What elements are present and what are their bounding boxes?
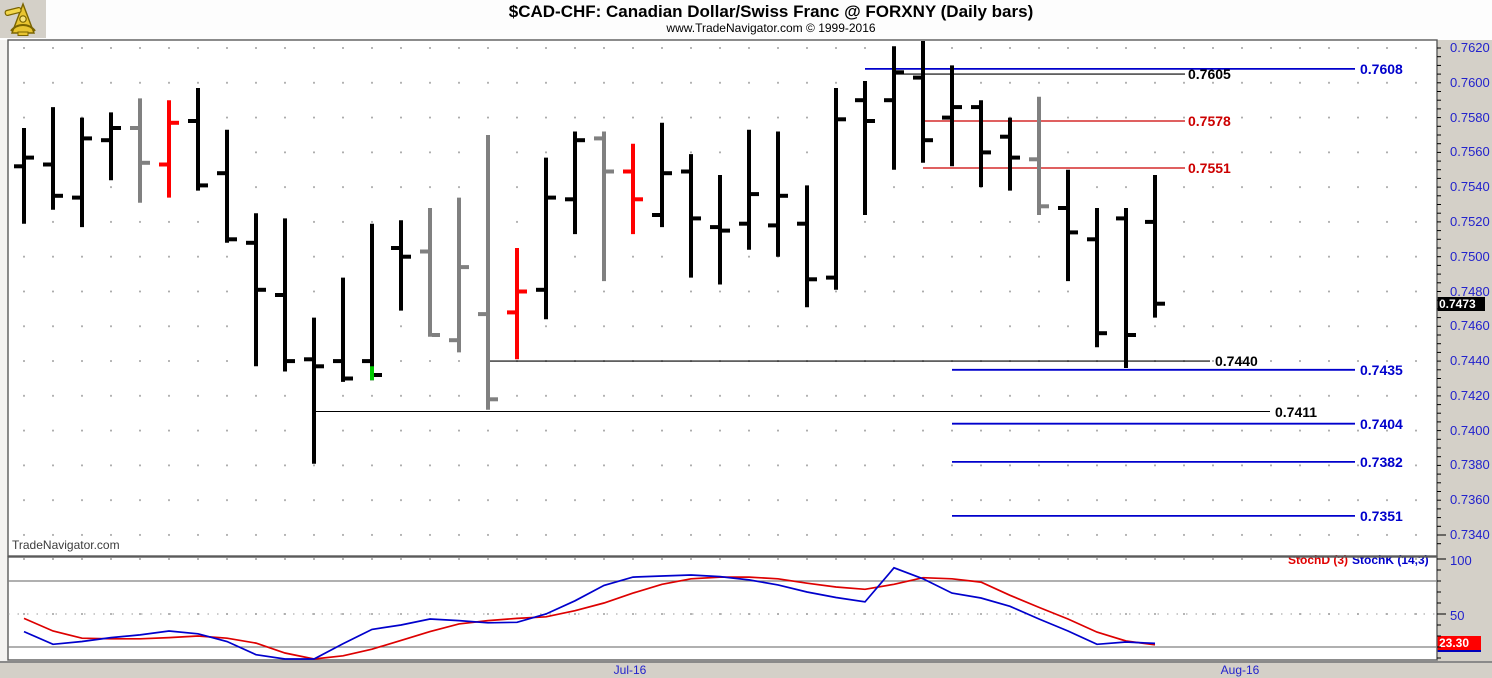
price-axis-label: 0.7440 (1450, 353, 1490, 369)
left-margin (0, 40, 8, 661)
price-axis-label: 0.7460 (1450, 318, 1490, 334)
price-axis-label: 0.7620 (1450, 40, 1490, 55)
level-line-label: 0.7608 (1360, 60, 1403, 77)
level-line-label: 0.7551 (1188, 160, 1231, 176)
price-axis-label: 0.7420 (1450, 387, 1490, 403)
level-line-label: 0.7351 (1360, 507, 1403, 524)
last-price-badge: 0.7473 (1437, 297, 1485, 311)
price-axis-label: 0.7580 (1450, 109, 1490, 125)
stoch-axis-label: 100 (1450, 553, 1472, 568)
price-axis-label: 0.7480 (1450, 283, 1490, 299)
watermark-text: TradeNavigator.com (12, 538, 120, 552)
chart-subtitle: www.TradeNavigator.com © 1999-2016 (666, 21, 876, 35)
price-axis-label: 0.7540 (1450, 179, 1490, 195)
level-line-label: 0.7411 (1275, 403, 1318, 420)
price-axis-label: 0.7600 (1450, 74, 1490, 90)
tradenavigator-logo-icon (3, 2, 43, 42)
level-line-label: 0.7605 (1188, 66, 1231, 83)
stoch-axis-label: 50 (1450, 608, 1465, 623)
level-line-label: 0.7404 (1360, 415, 1403, 432)
time-axis-band[interactable] (0, 661, 1492, 678)
stoch-value-badge: 23.30 (1437, 636, 1481, 652)
legend-stochk: StochK (14,3) (1352, 553, 1429, 567)
price-axis-label: 0.7560 (1450, 144, 1490, 160)
price-axis-label: 0.7520 (1450, 213, 1490, 229)
price-axis-label: 0.7340 (1450, 527, 1490, 542)
price-axis-label: 0.7500 (1450, 248, 1490, 264)
stochastic-panel[interactable] (8, 557, 1437, 660)
month-label: Aug-16 (1220, 663, 1260, 677)
level-line-label: 0.7578 (1188, 113, 1231, 130)
price-axis-label: 0.7400 (1450, 422, 1490, 438)
price-axis-label: 0.7360 (1450, 492, 1490, 508)
price-axis-strip[interactable] (1437, 40, 1492, 661)
chart-title: $CAD-CHF: Canadian Dollar/Swiss Franc @ … (508, 2, 1034, 21)
price-axis-label: 0.7380 (1450, 457, 1490, 473)
month-label: Jul-16 (613, 663, 647, 677)
level-line-label: 0.7382 (1360, 453, 1403, 470)
level-line-label: 0.7440 (1215, 353, 1258, 370)
legend-stochd: StochD (3) (1288, 553, 1348, 567)
title-bar: $CAD-CHF: Canadian Dollar/Swiss Franc @ … (0, 0, 1492, 40)
level-line-label: 0.7435 (1360, 361, 1403, 378)
